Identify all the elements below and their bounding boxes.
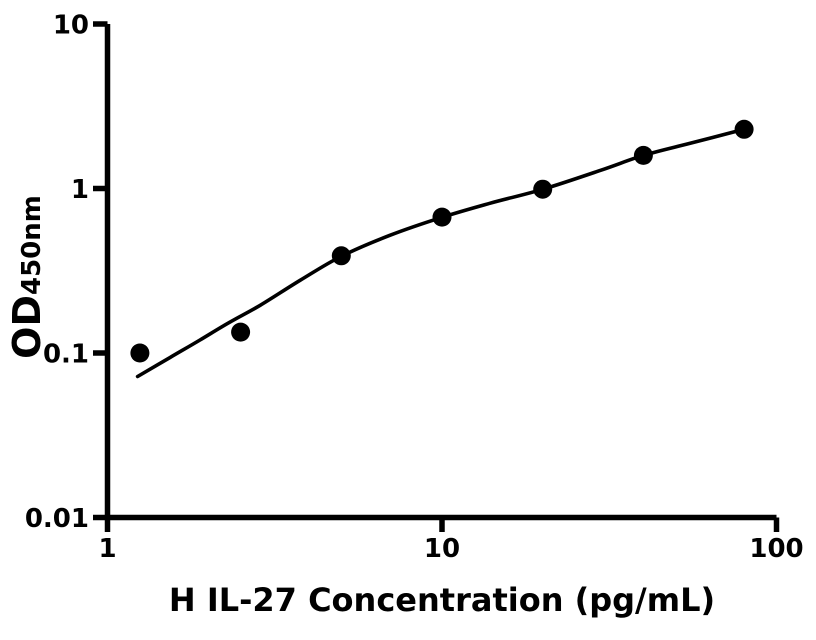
y-axis-title-subscript: 450nm — [17, 195, 47, 295]
y-tick-label-1: 1 — [71, 175, 89, 205]
fit-curve — [135, 127, 746, 379]
x-tick-label-10: 10 — [424, 534, 460, 564]
y-axis-title: OD450nm — [5, 195, 49, 359]
x-tick-label-1: 1 — [98, 534, 116, 564]
data-point-2.5 — [231, 322, 251, 342]
x-tick-label-100: 100 — [749, 534, 803, 564]
data-point-1.25 — [130, 343, 150, 363]
data-point-20 — [533, 179, 553, 199]
data-point-80 — [734, 119, 754, 139]
fit-curve-path — [135, 127, 746, 379]
tick-labels: 10 1 0.1 0.01 1 10 100 — [25, 11, 804, 565]
x-axis-title: H IL-27 Concentration (pg/mL) — [169, 581, 715, 619]
y-tick-label-0.01: 0.01 — [25, 504, 89, 534]
y-axis-title-main: OD — [5, 295, 49, 359]
y-tick-label-0.1: 0.1 — [43, 340, 89, 370]
data-point-40 — [633, 145, 653, 165]
data-point-10 — [432, 207, 452, 227]
y-tick-label-10: 10 — [53, 11, 89, 41]
data-points — [130, 119, 754, 363]
data-point-5 — [331, 246, 351, 266]
axes — [93, 21, 780, 532]
